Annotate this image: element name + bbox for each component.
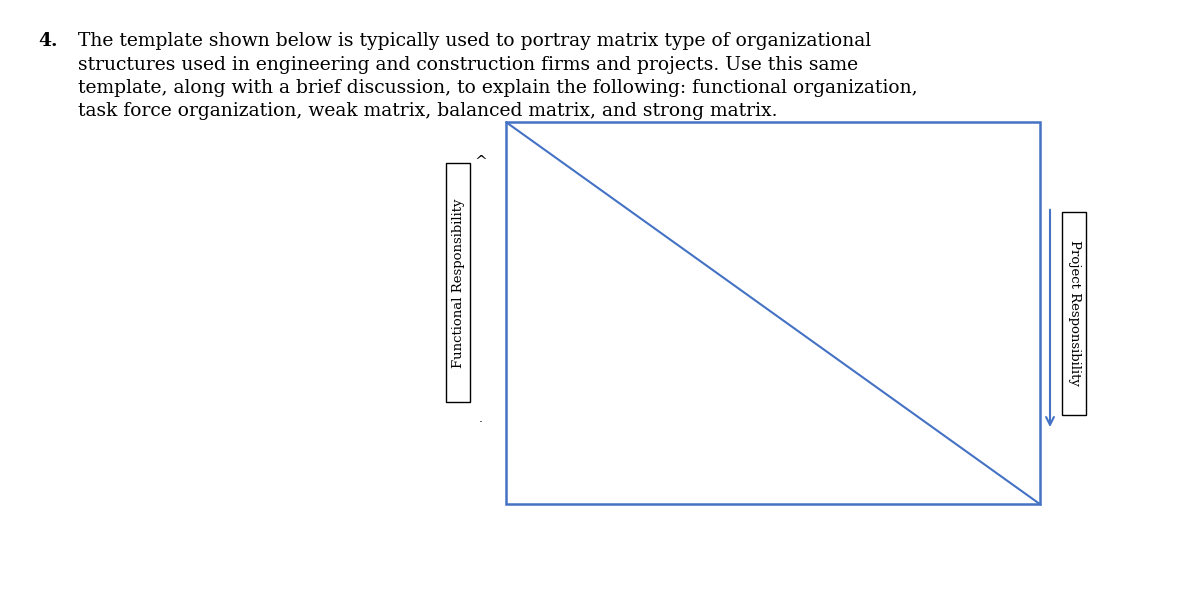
Bar bbox=[506, 122, 1040, 504]
Text: structures used in engineering and construction firms and projects. Use this sam: structures used in engineering and const… bbox=[78, 56, 858, 73]
Text: .: . bbox=[479, 413, 482, 425]
Text: The template shown below is typically used to portray matrix type of organizatio: The template shown below is typically us… bbox=[78, 32, 871, 50]
Text: task force organization, weak matrix, balanced matrix, and strong matrix.: task force organization, weak matrix, ba… bbox=[78, 103, 778, 121]
Text: 4.: 4. bbox=[38, 32, 58, 50]
Bar bbox=[446, 164, 470, 402]
Text: Project Responsibility: Project Responsibility bbox=[1068, 241, 1080, 386]
Text: Functional Responsibility: Functional Responsibility bbox=[452, 198, 464, 368]
Bar bbox=[1062, 212, 1086, 415]
Text: template, along with a brief discussion, to explain the following: functional or: template, along with a brief discussion,… bbox=[78, 79, 918, 97]
Text: ^: ^ bbox=[474, 155, 487, 170]
